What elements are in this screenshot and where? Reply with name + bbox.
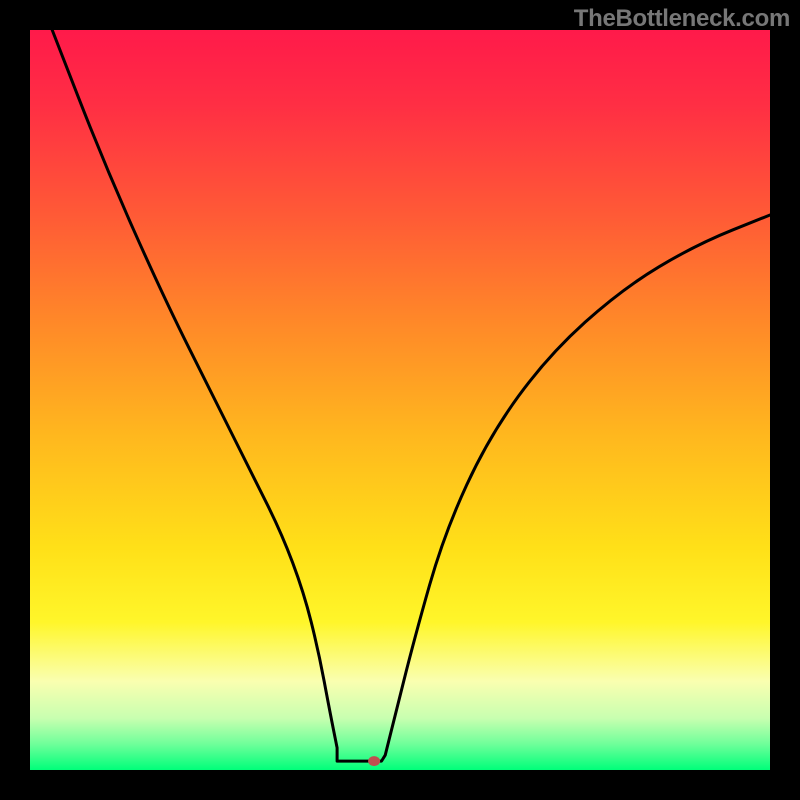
bottleneck-chart: [0, 0, 800, 800]
chart-container: TheBottleneck.com: [0, 0, 800, 800]
optimal-marker: [368, 756, 380, 766]
plot-background: [30, 30, 770, 770]
watermark-text: TheBottleneck.com: [574, 5, 790, 33]
